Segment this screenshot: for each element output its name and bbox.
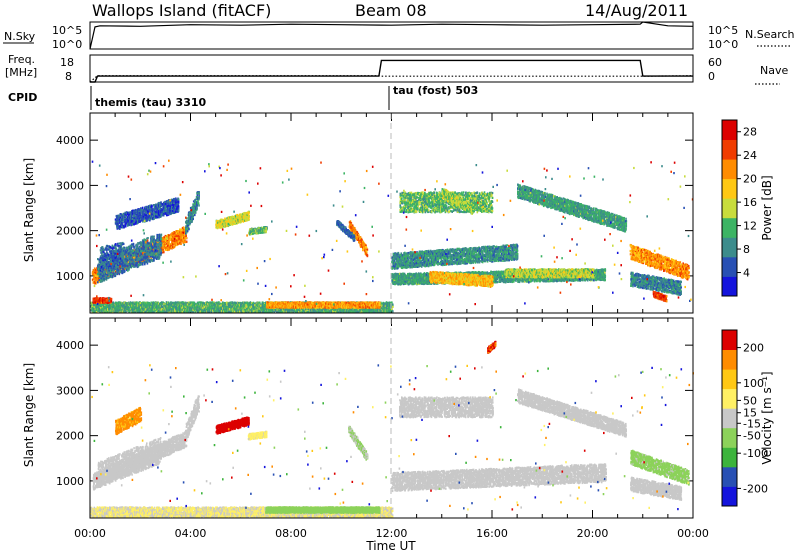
freq-series-line: [90, 60, 693, 82]
power-cell: [95, 272, 97, 274]
power-cell: [95, 269, 97, 271]
cpid-label-themis: themis (tau) 3310: [95, 96, 207, 109]
power-cell: [102, 275, 104, 277]
power-cell: [101, 280, 103, 282]
power-ytick-label: 1000: [56, 270, 84, 283]
station-title: Wallops Island (fitACF): [92, 1, 271, 20]
power-cell: [183, 242, 185, 244]
power-cell: [118, 269, 120, 271]
noise-left-tick-top: 10^5: [52, 24, 82, 37]
nave-label: Nave: [760, 64, 788, 77]
power-cell: [103, 278, 105, 280]
power-cell: [176, 232, 178, 234]
power-ytick-label: 2000: [56, 225, 84, 238]
power-cell: [162, 249, 164, 251]
date-label: 14/Aug/2011: [585, 1, 688, 20]
power-ytick-label: 4000: [56, 134, 84, 147]
cpid-label: CPID: [8, 91, 37, 104]
noise-left-tick-bottom: 10^0: [52, 38, 82, 51]
power-cell: [180, 243, 182, 245]
freq-left-tick-top: 18: [60, 56, 74, 69]
power-cell: [122, 272, 124, 274]
nave-right-tick-top: 60: [708, 56, 722, 69]
power-cell: [95, 275, 97, 277]
power-panel: Slant Range [km] 1000 2000 3000 4000: [22, 113, 693, 313]
power-ytick-label: 3000: [56, 179, 84, 192]
power-cell: [102, 273, 104, 275]
power-cell: [97, 258, 99, 260]
power-cell: [184, 227, 186, 229]
nave-right-tick-bottom: 0: [708, 70, 715, 83]
power-cell: [185, 237, 187, 239]
noise-right-tick-top: 10^5: [708, 24, 738, 37]
noise-strip: N.Sky 10^5 10^0 10^5 10^0 N.Search: [3, 22, 795, 51]
power-cell: [119, 273, 121, 275]
nsky-series-line: [90, 22, 693, 49]
cpid-label-tau: tau (fost) 503: [393, 84, 478, 97]
freq-label: Freq.: [8, 53, 35, 66]
freq-left-tick-bottom: 8: [65, 70, 72, 83]
range-time-figure: Wallops Island (fitACF) Beam 08 14/Aug/2…: [0, 0, 800, 554]
nsky-label: N.Sky: [4, 30, 36, 43]
power-cell: [97, 281, 99, 283]
frequency-strip: Freq. [MHz] 18 8 60 0 Nave: [5, 53, 788, 84]
noise-strip-frame: [90, 22, 693, 49]
power-cell: [179, 228, 181, 230]
beam-label: Beam 08: [355, 1, 427, 20]
freq-unit-label: [MHz]: [5, 66, 37, 79]
cpid-row: CPID themis (tau) 3310 tau (fost) 503: [8, 84, 478, 110]
noise-right-tick-bottom: 10^0: [708, 38, 738, 51]
power-cell: [113, 270, 115, 272]
power-cell: [105, 271, 107, 273]
power-cell: [163, 251, 165, 253]
power-cell: [115, 273, 117, 275]
nsearch-label: N.Search: [745, 28, 795, 41]
power-cell: [97, 273, 99, 275]
power-cell: [168, 234, 170, 236]
power-ylabel: Slant Range [km]: [22, 158, 36, 262]
frequency-strip-frame: [90, 55, 693, 82]
power-cell: [108, 274, 110, 276]
power-cell: [95, 280, 97, 282]
